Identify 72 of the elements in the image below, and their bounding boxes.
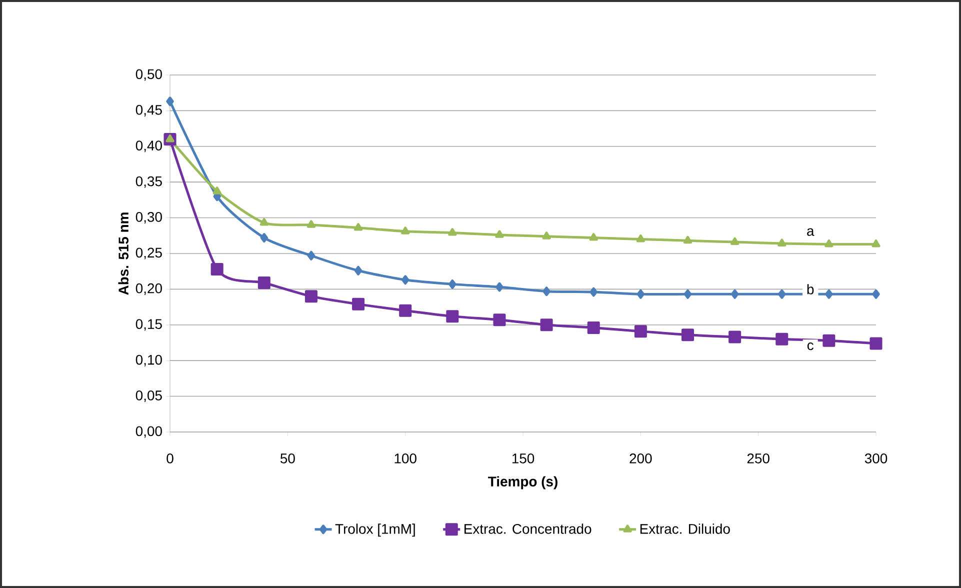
legend-label: Extrac. Concentrado [464, 524, 592, 534]
point [210, 262, 224, 276]
point [260, 218, 268, 226]
y-tick-label: 0,30 [136, 212, 162, 224]
point [870, 337, 882, 350]
point [778, 289, 786, 299]
point [212, 186, 222, 194]
point [587, 321, 600, 334]
x-axis-title: Tiempo (s) [488, 476, 558, 490]
point [776, 332, 788, 346]
point [542, 286, 550, 296]
point [730, 289, 739, 299]
point [542, 232, 551, 240]
point [496, 282, 504, 292]
x-tick-label: 300 [864, 453, 888, 464]
x-tick-label: 250 [747, 453, 770, 464]
point [590, 287, 598, 297]
y-tick-label: 0,25 [136, 248, 162, 260]
point [352, 298, 365, 310]
annotation: a [807, 228, 814, 236]
point [446, 310, 459, 323]
point [589, 233, 598, 241]
y-tick-label: 0,40 [136, 140, 162, 152]
point [778, 238, 786, 246]
annotation: b [807, 284, 814, 294]
point [730, 237, 740, 246]
point [307, 250, 316, 260]
y-tick-label: 0,15 [136, 319, 162, 331]
point [636, 289, 645, 299]
y-tick-label: 0,45 [136, 104, 162, 116]
point [728, 330, 742, 344]
point [401, 275, 410, 285]
point [495, 230, 504, 238]
legend-label: Trolox [1mM] [335, 524, 415, 537]
point [166, 134, 174, 142]
point [684, 289, 692, 299]
point [872, 289, 880, 299]
point [634, 325, 647, 338]
y-tick-label: 0,20 [136, 283, 162, 295]
y-tick-label: 0,35 [136, 176, 162, 188]
point [166, 96, 174, 106]
x-tick-label: 150 [512, 453, 534, 464]
x-tick-label: 200 [630, 453, 652, 464]
y-tick-label: 0,00 [136, 426, 162, 438]
point [401, 226, 410, 234]
point [448, 279, 456, 289]
x-tick-label: 100 [394, 453, 416, 464]
point [681, 328, 694, 342]
point [636, 234, 645, 242]
y-axis-title: Abs. 515 nm [118, 212, 129, 295]
point [822, 334, 836, 347]
point [493, 314, 506, 326]
point [825, 289, 833, 299]
point [540, 318, 553, 332]
point [683, 236, 692, 244]
y-tick-label: 0,10 [136, 354, 162, 366]
point [872, 239, 880, 248]
point [824, 239, 834, 248]
point [354, 223, 363, 231]
x-tick-label: 50 [280, 453, 295, 464]
point [258, 276, 270, 290]
legend-label: Extrac. Diluido [640, 524, 730, 534]
point [304, 290, 318, 303]
point [306, 220, 316, 228]
point [448, 228, 457, 236]
x-tick-label: 0 [166, 453, 174, 464]
point [260, 233, 268, 243]
y-tick-label: 0,50 [136, 69, 162, 81]
y-tick-label: 0,05 [136, 390, 162, 402]
annotation: c [807, 342, 814, 350]
point [354, 266, 362, 276]
point [399, 304, 412, 317]
